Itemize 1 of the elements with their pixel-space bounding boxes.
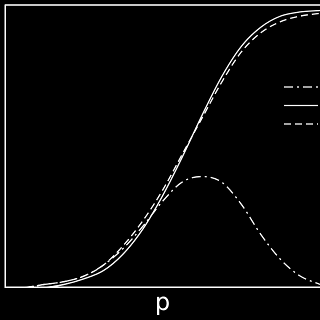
x-axis-title: p bbox=[154, 288, 170, 316]
